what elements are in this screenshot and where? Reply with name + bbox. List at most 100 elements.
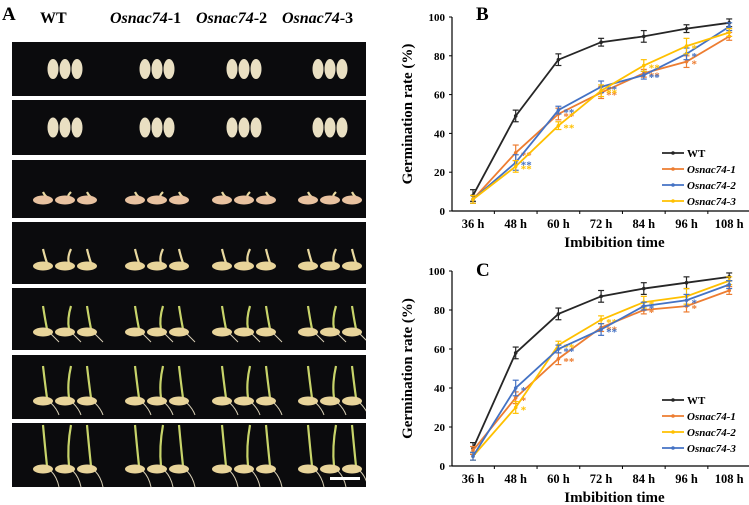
column-header-italic: Osnac74 xyxy=(196,10,254,27)
significance-label: ** xyxy=(649,70,661,82)
column-header-italic: Osnac74 xyxy=(110,10,168,27)
y-tick-label: 60 xyxy=(434,344,446,356)
seed xyxy=(226,117,238,138)
significance-label: ** xyxy=(563,342,575,354)
seed xyxy=(55,191,75,205)
seed xyxy=(250,117,262,138)
seed xyxy=(125,424,152,487)
significance-label: * xyxy=(692,59,698,71)
significance-label: ** xyxy=(563,107,575,119)
seed xyxy=(312,117,324,138)
significance-label: ** xyxy=(649,63,661,75)
legend-label: Osnac74-1 xyxy=(687,411,736,423)
seed xyxy=(234,248,254,271)
data-point xyxy=(727,288,731,293)
series-wt xyxy=(470,272,733,455)
data-point xyxy=(642,63,646,68)
seed xyxy=(312,59,324,79)
x-tick-label: 48 h xyxy=(504,217,527,231)
significance-label: * xyxy=(692,43,698,55)
seed-photo-row xyxy=(12,288,366,350)
data-point xyxy=(471,454,475,459)
seed xyxy=(163,117,175,138)
seed xyxy=(77,365,104,416)
y-tick-label: 60 xyxy=(434,90,446,102)
data-point xyxy=(684,298,689,303)
seed xyxy=(125,248,145,271)
data-point xyxy=(684,44,689,48)
seed xyxy=(147,191,167,205)
data-point xyxy=(599,40,603,45)
x-tick-label: 60 h xyxy=(547,472,570,486)
seed-photo-row xyxy=(12,42,366,96)
y-axis-label: Germination rate (%) xyxy=(400,44,416,185)
seed xyxy=(59,117,71,138)
y-tick-label: 100 xyxy=(429,12,446,24)
data-point xyxy=(513,405,518,410)
data-point xyxy=(556,312,561,316)
x-tick-label: 84 h xyxy=(633,217,656,231)
seed xyxy=(212,424,239,487)
seed xyxy=(298,365,325,416)
seed xyxy=(169,424,196,487)
seed xyxy=(320,248,340,271)
seed xyxy=(139,117,151,138)
column-header-plain: WT xyxy=(40,10,67,27)
seed xyxy=(59,59,71,79)
seed xyxy=(250,59,262,79)
seed xyxy=(55,365,82,416)
significance-label: * xyxy=(521,385,527,397)
seed xyxy=(147,248,167,271)
data-point xyxy=(727,30,731,35)
x-tick-label: 36 h xyxy=(462,217,485,231)
seed xyxy=(298,191,318,205)
x-tick-label: 72 h xyxy=(590,472,613,486)
data-point xyxy=(471,448,475,453)
series-osnac74-3: ****** * xyxy=(470,280,733,461)
data-point xyxy=(556,347,561,351)
legend-label: Osnac74-2 xyxy=(687,427,736,439)
seed xyxy=(256,191,276,205)
seed xyxy=(336,117,348,138)
x-tick-label: 96 h xyxy=(675,217,698,231)
seed xyxy=(139,59,151,79)
series-osnac74-3: ********* xyxy=(470,28,733,204)
significance-label: * xyxy=(521,405,527,417)
data-point xyxy=(727,24,731,29)
seed xyxy=(320,305,347,343)
legend-marker xyxy=(671,414,675,418)
seed xyxy=(320,365,347,416)
seed xyxy=(151,117,163,138)
column-header-suffix: -2 xyxy=(253,10,268,27)
significance-label: ** xyxy=(606,84,618,96)
x-tick-label: 60 h xyxy=(547,217,570,231)
column-header-suffix: -3 xyxy=(339,10,354,27)
seed xyxy=(212,248,232,271)
data-point xyxy=(599,294,603,299)
seed-photo-row xyxy=(12,160,366,218)
seed-photo-row xyxy=(12,355,366,419)
data-point xyxy=(471,197,475,202)
seed xyxy=(33,424,60,487)
data-point xyxy=(642,286,646,291)
seed xyxy=(147,305,174,343)
legend-label: Osnac74-1 xyxy=(687,164,736,176)
data-point xyxy=(513,351,518,355)
significance-label: * xyxy=(649,307,655,319)
seed xyxy=(298,305,325,343)
y-tick-label: 80 xyxy=(434,305,446,317)
seed xyxy=(342,248,362,271)
data-point xyxy=(513,395,518,400)
x-tick-label: 108 h xyxy=(715,472,744,486)
x-tick-label: 36 h xyxy=(462,472,485,486)
data-point xyxy=(556,108,561,112)
seed-photo-row xyxy=(12,222,366,284)
significance-label: ** xyxy=(606,88,618,100)
seed xyxy=(212,191,232,205)
significance-label: ** xyxy=(563,356,575,368)
data-point xyxy=(556,123,561,128)
data-point xyxy=(513,386,518,390)
y-tick-label: 40 xyxy=(434,128,446,140)
data-point xyxy=(556,57,561,62)
